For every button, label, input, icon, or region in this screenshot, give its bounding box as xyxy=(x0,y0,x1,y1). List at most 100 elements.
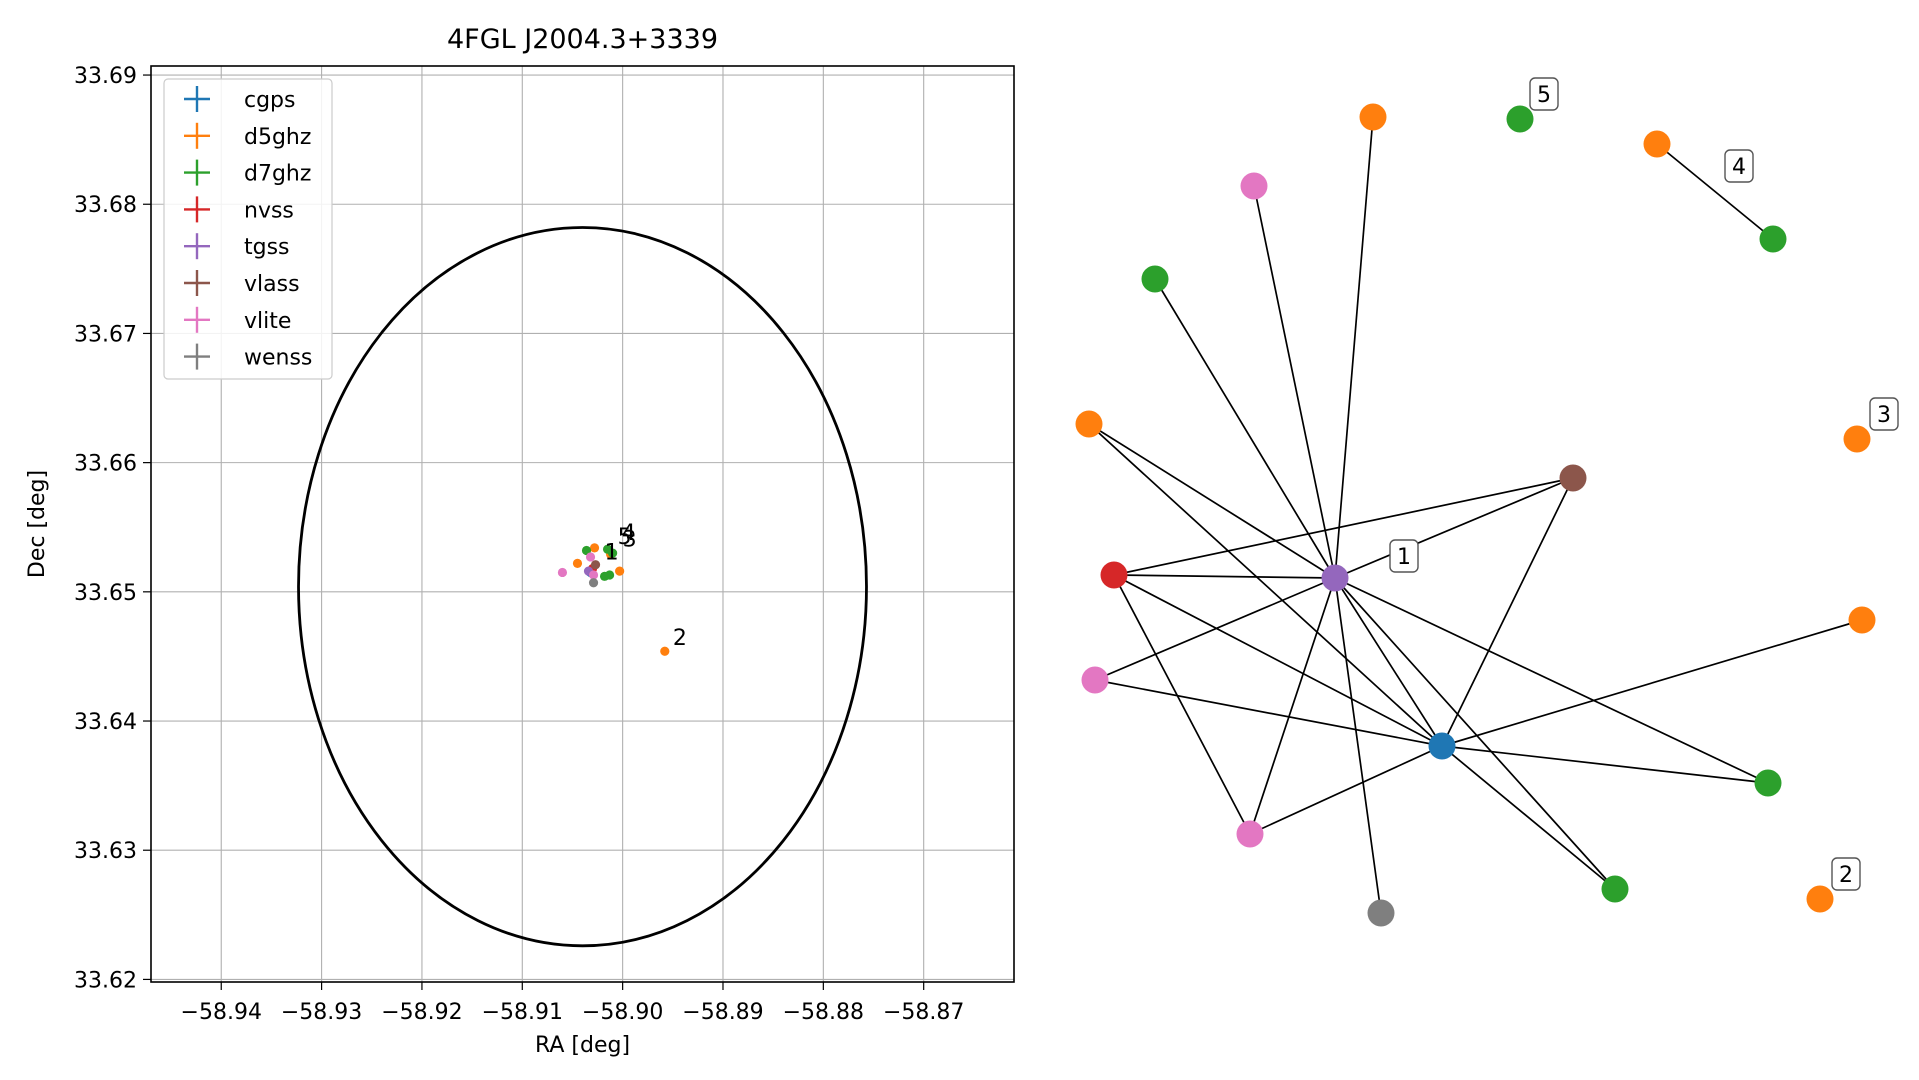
annotation-label: 4 xyxy=(622,521,636,546)
network-node-d5_b xyxy=(1643,130,1671,158)
legend-label: vlass xyxy=(244,272,300,297)
group-label-box xyxy=(1529,77,1559,111)
point-vlite xyxy=(557,567,568,578)
network-edge xyxy=(1334,477,1574,579)
network-node-wenss xyxy=(1367,899,1395,927)
network-node-d5_c xyxy=(1075,410,1103,438)
network-node-vlite_c xyxy=(1236,820,1264,848)
x-tick-label: −58.93 xyxy=(281,1000,362,1025)
y-tick-label: 33.69 xyxy=(74,64,137,89)
network-edge xyxy=(1113,477,1574,576)
network-node-d5_e xyxy=(1848,606,1876,634)
network-edge xyxy=(1113,574,1443,747)
network-edge xyxy=(1154,278,1336,579)
legend-label: d7ghz xyxy=(244,162,311,187)
point-d5ghz xyxy=(589,543,600,553)
annotation-label: 5 xyxy=(618,525,632,550)
x-tick-label: −58.87 xyxy=(883,1000,964,1025)
network-node-d7_a xyxy=(1506,105,1534,133)
network-edges xyxy=(1088,116,1863,914)
plot-frame xyxy=(150,65,1015,983)
x-tick-label: −58.91 xyxy=(482,1000,563,1025)
network-node-d7_d xyxy=(1754,769,1782,797)
network-node-vlite_a xyxy=(1240,172,1268,200)
x-axis-label: RA [deg] xyxy=(535,1033,630,1058)
group-label: 4 xyxy=(1732,155,1746,180)
network-panel: 1 5 4 3 2 xyxy=(1075,77,1899,927)
point-vlass xyxy=(590,560,601,570)
network-edge xyxy=(1253,185,1336,579)
point-d5ghz xyxy=(572,558,583,569)
network-edge xyxy=(1656,143,1774,240)
point-vlite xyxy=(585,552,596,562)
group-label-box xyxy=(1831,857,1861,891)
network-edge xyxy=(1334,577,1616,890)
network-node-d7_b xyxy=(1759,225,1787,253)
y-tick-label: 33.66 xyxy=(74,452,137,477)
network-edge xyxy=(1334,577,1443,747)
y-tick-label: 33.64 xyxy=(74,710,137,735)
network-node-d7_e xyxy=(1601,875,1629,903)
y-ticks: 33.62 33.63 33.64 33.65 33.66 33.67 33.68 33.69 xyxy=(74,64,151,993)
network-node-tgss xyxy=(1321,564,1349,592)
network-edge xyxy=(1113,574,1336,579)
search-circle-layer xyxy=(297,226,868,948)
network-node-nvss xyxy=(1100,561,1128,589)
network-node-d5_d xyxy=(1843,425,1871,453)
y-tick-label: 33.65 xyxy=(74,581,137,606)
y-tick-label: 33.63 xyxy=(74,839,137,864)
point-d7ghz xyxy=(604,570,615,580)
network-edge xyxy=(1249,577,1336,835)
scatter-points xyxy=(557,543,670,656)
network-nodes xyxy=(1075,103,1876,927)
network-edge xyxy=(1441,745,1769,784)
point-vlite xyxy=(588,570,599,580)
network-edge xyxy=(1441,619,1863,747)
network-node-d7_c xyxy=(1141,265,1169,293)
group-label: 1 xyxy=(1397,545,1411,570)
group-label-box xyxy=(1869,397,1899,431)
network-edge xyxy=(1249,745,1443,835)
group-label: 5 xyxy=(1537,83,1551,108)
x-tick-label: −58.90 xyxy=(582,1000,663,1025)
network-edge xyxy=(1094,577,1336,681)
network-edge xyxy=(1334,577,1382,914)
y-tick-label: 33.68 xyxy=(74,193,137,218)
group-label-box xyxy=(1389,539,1419,573)
point-d7ghz xyxy=(608,548,618,558)
point-d5ghz xyxy=(660,646,670,656)
network-edge xyxy=(1334,116,1374,579)
point-wenss xyxy=(588,578,599,588)
network-group-labels: 1 5 4 3 2 xyxy=(1389,77,1899,891)
legend-box xyxy=(163,78,333,380)
y-axis-label: Dec [deg] xyxy=(25,470,50,578)
network-edge xyxy=(1334,577,1769,784)
legend: cgps d5ghz d7ghz nvss tgss vlass vlite wenss xyxy=(163,78,333,380)
annotation-label: 3 xyxy=(623,528,637,553)
network-node-d5_f xyxy=(1806,885,1834,913)
y-tick-label: 33.67 xyxy=(74,322,137,347)
legend-label: cgps xyxy=(244,88,296,113)
annotation-label: 2 xyxy=(673,626,687,651)
legend-label: tgss xyxy=(244,235,290,260)
legend-label: vlite xyxy=(244,309,291,334)
network-edge xyxy=(1094,679,1443,747)
grid xyxy=(151,66,1014,982)
network-node-cgps xyxy=(1428,732,1456,760)
legend-label: nvss xyxy=(244,198,294,223)
legend-label: d5ghz xyxy=(244,125,311,150)
network-node-vlite_b xyxy=(1081,666,1109,694)
network-edge xyxy=(1441,745,1616,890)
x-tick-label: −58.89 xyxy=(682,1000,763,1025)
annotation-label: 1 xyxy=(605,541,619,566)
search-circle xyxy=(297,226,868,948)
chart-title: 4FGL J2004.3+3339 xyxy=(447,24,718,55)
x-ticks: −58.94 −58.93 −58.92 −58.91 −58.90 −58.89 −58.… xyxy=(181,982,964,1025)
group-label: 2 xyxy=(1839,863,1853,888)
network-edge xyxy=(1113,574,1251,835)
x-tick-label: −58.88 xyxy=(783,1000,864,1025)
x-tick-label: −58.92 xyxy=(381,1000,462,1025)
